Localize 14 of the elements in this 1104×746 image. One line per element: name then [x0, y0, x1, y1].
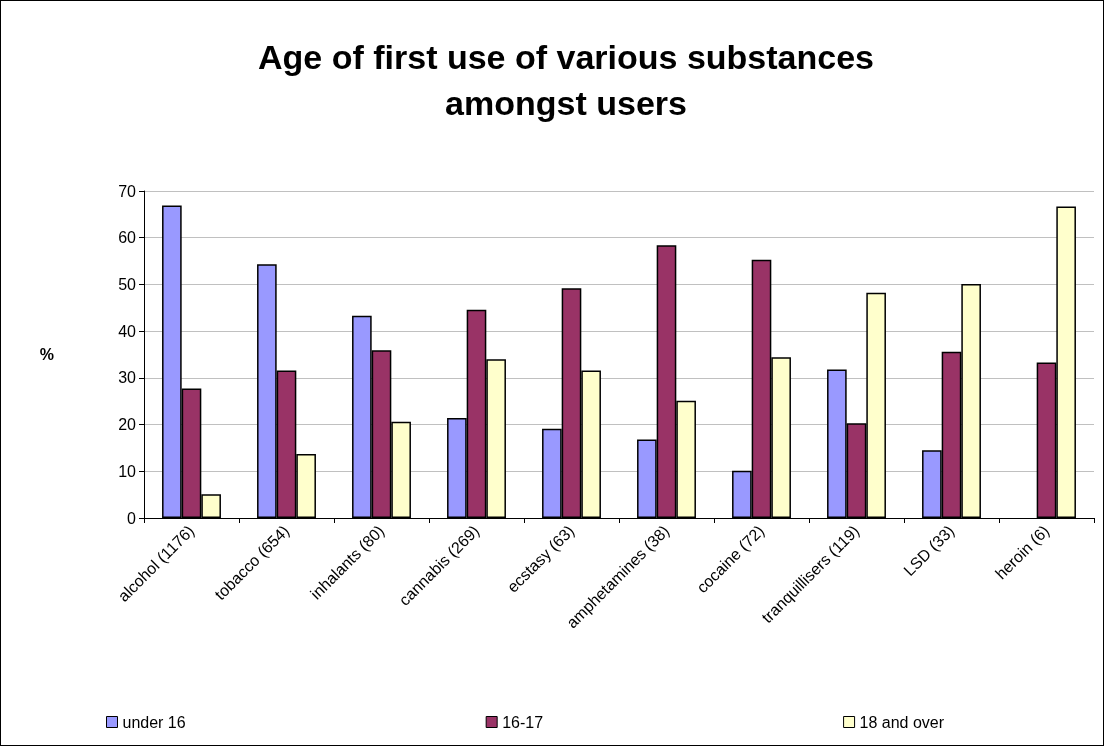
legend-label: under 16: [122, 713, 186, 731]
y-tick-label: 20: [118, 416, 137, 434]
y-tick-label: 70: [118, 182, 137, 200]
y-axis-title: %: [39, 346, 54, 363]
y-tick-label: 30: [118, 369, 137, 387]
x-tick-label: LSD (33): [900, 521, 958, 580]
chart-title: Age of first use of various substances amongst users: [258, 38, 874, 122]
y-tick-label: 0: [127, 509, 137, 527]
y-tick-label: 50: [118, 275, 137, 293]
y-tick-label: 60: [118, 229, 137, 247]
y-tick-label: 10: [118, 462, 137, 480]
legend-label: 18 and over: [859, 713, 945, 731]
y-tick-label: 40: [118, 322, 137, 340]
legend-label: 16-17: [502, 713, 544, 731]
